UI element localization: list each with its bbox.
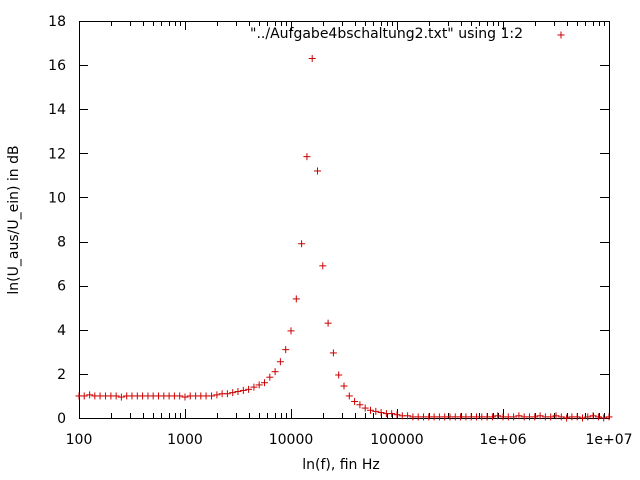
legend-label: "../Aufgabe4bschaltung2.txt" using 1:2 — [250, 26, 523, 42]
data-point — [536, 412, 544, 420]
data-point — [282, 346, 290, 354]
y-tick-label: 2 — [57, 367, 66, 383]
data-point — [547, 413, 555, 421]
data-point — [260, 379, 268, 387]
x-tick-label: 1000 — [167, 432, 203, 448]
y-axis-title: ln(U_aus/U_ein) in dB — [6, 145, 22, 294]
data-point — [563, 414, 571, 422]
data-point — [223, 390, 231, 398]
data-point — [531, 413, 539, 421]
plot-frame — [79, 21, 610, 419]
data-point — [335, 371, 343, 379]
legend-marker-glyph — [557, 31, 565, 39]
data-point — [308, 54, 316, 62]
y-tick-label: 0 — [57, 411, 66, 427]
y-tick-label: 4 — [57, 323, 66, 339]
data-point — [319, 262, 327, 270]
data-point — [488, 413, 496, 421]
data-point — [494, 412, 502, 420]
y-tick-label: 14 — [48, 102, 66, 118]
data-point — [605, 413, 613, 421]
legend: "../Aufgabe4bschaltung2.txt" using 1:2 — [250, 26, 565, 42]
x-axis-title: ln(f), fin Hz — [302, 457, 380, 473]
data-point — [361, 404, 369, 412]
legend-marker — [557, 31, 565, 39]
data-point — [229, 389, 237, 397]
data-point — [234, 388, 242, 396]
data-point — [578, 414, 586, 422]
data-point — [388, 410, 396, 418]
data-point — [589, 412, 597, 420]
x-tick-label: 100000 — [370, 432, 423, 448]
x-tick-label: 10000 — [269, 432, 314, 448]
data-point — [340, 382, 348, 390]
data-point — [584, 413, 592, 421]
data-points — [75, 54, 613, 422]
data-point — [600, 414, 608, 422]
data-point — [117, 393, 125, 401]
data-point — [404, 412, 412, 420]
data-point — [329, 349, 337, 357]
y-tick-label: 8 — [57, 235, 66, 251]
data-point — [266, 373, 274, 381]
axis-ticks — [79, 21, 610, 419]
data-point — [393, 411, 401, 419]
plot-border — [79, 21, 610, 419]
y-tick-label: 18 — [48, 14, 66, 30]
data-point — [112, 392, 120, 400]
data-point — [557, 413, 565, 421]
data-point — [292, 295, 300, 303]
tick-labels: 0 2 4 6 8 10 12 14 16 18 100 1000 10000 100000 1e+06 1e… — [48, 14, 632, 448]
data-point — [594, 413, 602, 421]
data-point — [176, 392, 184, 400]
data-point — [213, 391, 221, 399]
data-point — [377, 408, 385, 416]
data-point — [351, 397, 359, 405]
data-point — [80, 392, 88, 400]
x-tick-label: 1e+07 — [585, 432, 632, 448]
data-point — [181, 393, 189, 401]
data-point — [245, 385, 253, 393]
y-tick-label: 10 — [48, 190, 66, 206]
data-point — [208, 392, 216, 400]
data-point — [255, 381, 263, 389]
y-tick-label: 6 — [57, 279, 66, 295]
data-point — [552, 412, 560, 420]
data-point — [276, 358, 284, 366]
data-point — [573, 413, 581, 421]
data-point — [372, 407, 380, 415]
data-point — [303, 153, 311, 161]
data-point — [287, 327, 295, 335]
x-tick-label: 100 — [66, 432, 93, 448]
data-point — [250, 383, 258, 391]
data-point — [239, 386, 247, 394]
x-tick-label: 1e+06 — [479, 432, 526, 448]
data-point — [271, 368, 279, 376]
data-point — [515, 412, 523, 420]
data-point — [298, 240, 306, 248]
data-point — [313, 167, 321, 175]
data-point — [324, 319, 332, 327]
data-point — [510, 413, 518, 421]
data-point — [86, 391, 94, 399]
data-point — [366, 406, 374, 414]
data-point — [345, 392, 353, 400]
y-tick-label: 16 — [48, 58, 66, 74]
data-point — [356, 401, 364, 409]
y-tick-label: 12 — [48, 146, 66, 162]
